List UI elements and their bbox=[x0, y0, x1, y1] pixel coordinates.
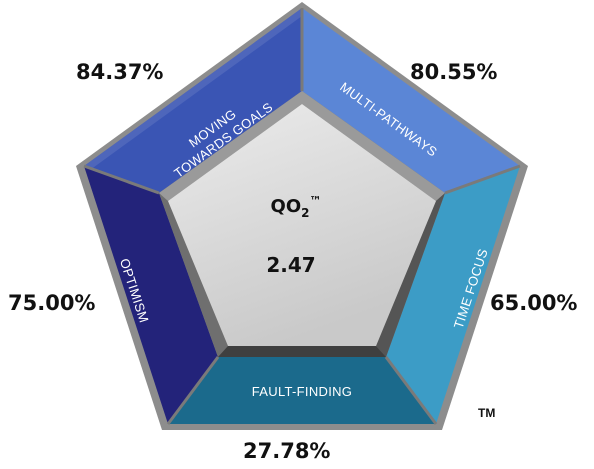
percentage-time-focus: 65.00% bbox=[490, 291, 578, 315]
segment-moving-towards-goals bbox=[84, 8, 302, 193]
center-panel bbox=[168, 104, 436, 346]
label-fault-finding: FAULT-FINDING bbox=[252, 384, 352, 399]
trademark-mark: TM bbox=[478, 406, 495, 420]
center-value: 2.47 bbox=[266, 253, 315, 277]
center-title-main: QO bbox=[271, 196, 302, 217]
center-title-tm: ™ bbox=[309, 194, 321, 208]
center-title: QO2™ bbox=[271, 194, 322, 220]
segment-multi-pathways bbox=[302, 8, 520, 193]
segment-fault-finding bbox=[168, 357, 436, 424]
segment-optimism bbox=[84, 166, 218, 424]
percentage-fault-finding: 27.78% bbox=[243, 439, 331, 463]
percentage-moving-towards-goals: 84.37% bbox=[76, 60, 164, 84]
percentage-multi-pathways: 80.55% bbox=[410, 60, 498, 84]
segment-time-focus bbox=[386, 166, 520, 424]
center-title-subscript: 2 bbox=[301, 206, 309, 220]
percentage-optimism: 75.00% bbox=[8, 291, 96, 315]
